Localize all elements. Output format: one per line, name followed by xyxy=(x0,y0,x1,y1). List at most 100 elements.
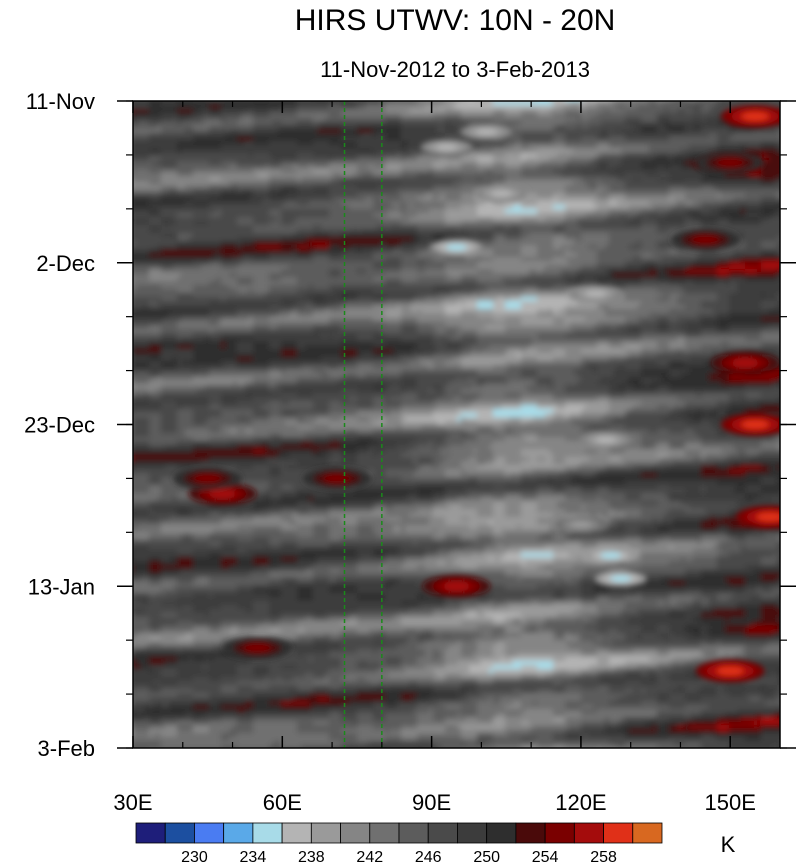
field-cell xyxy=(197,209,202,214)
field-cell xyxy=(245,141,250,146)
field-cell xyxy=(749,141,754,146)
field-cell xyxy=(605,125,610,130)
field-cell xyxy=(269,145,274,150)
field-cell xyxy=(169,205,174,210)
field-cell xyxy=(373,145,378,150)
field-cell xyxy=(581,197,586,202)
field-cell xyxy=(197,149,202,154)
field-cell xyxy=(337,169,342,174)
field-cell xyxy=(617,105,622,110)
field-cell xyxy=(653,181,658,186)
field-cell xyxy=(533,161,538,166)
field-cell xyxy=(513,181,518,186)
field-cell xyxy=(641,109,646,114)
field-cell xyxy=(505,117,510,122)
field-cell xyxy=(765,145,770,150)
field-cell xyxy=(145,105,150,110)
field-cell xyxy=(593,125,598,130)
field-cell xyxy=(141,165,146,170)
field-cell xyxy=(145,209,150,214)
field-cell xyxy=(405,133,410,138)
field-cell xyxy=(209,217,214,222)
field-cell xyxy=(537,157,542,162)
field-cell xyxy=(321,121,326,126)
field-cell xyxy=(413,113,418,118)
field-cell xyxy=(165,181,170,186)
field-cell xyxy=(597,193,602,198)
field-cell xyxy=(145,117,150,122)
field-cell xyxy=(149,193,154,198)
field-cell xyxy=(597,121,602,126)
field-cell xyxy=(345,117,350,122)
field-cell xyxy=(605,181,610,186)
field-cell xyxy=(653,209,658,214)
field-cell xyxy=(145,189,150,194)
field-cell xyxy=(397,189,402,194)
field-cell xyxy=(453,165,458,170)
field-cell xyxy=(625,157,630,162)
field-cell xyxy=(537,189,542,194)
field-cell xyxy=(509,177,514,182)
field-cell xyxy=(661,193,666,198)
field-cell xyxy=(189,213,194,218)
field-cell xyxy=(561,141,566,146)
field-cell xyxy=(485,141,490,146)
field-cell xyxy=(305,165,310,170)
field-cell xyxy=(461,177,466,182)
field-cell xyxy=(733,197,738,202)
chart-subtitle: 11-Nov-2012 to 3-Feb-2013 xyxy=(320,57,590,82)
field-cell xyxy=(597,153,602,158)
field-cell xyxy=(545,193,550,198)
field-cell xyxy=(625,105,630,110)
field-cell xyxy=(437,133,442,138)
field-cell xyxy=(509,117,514,122)
field-cell xyxy=(197,189,202,194)
field-cell xyxy=(273,181,278,186)
field-cell xyxy=(353,217,358,222)
field-cell xyxy=(393,145,398,150)
field-cell xyxy=(249,169,254,174)
field-cell xyxy=(317,109,322,114)
field-cell xyxy=(753,137,758,142)
field-cell xyxy=(185,169,190,174)
field-cell xyxy=(637,149,642,154)
field-cell xyxy=(457,205,462,210)
field-cell xyxy=(657,173,662,178)
field-cell xyxy=(649,153,654,158)
field-cell xyxy=(625,133,630,138)
field-cell xyxy=(225,213,230,218)
field-cell xyxy=(701,205,706,210)
field-cell xyxy=(741,193,746,198)
field-cell xyxy=(161,189,166,194)
field-cell xyxy=(441,109,446,114)
field-cell xyxy=(349,173,354,178)
field-cell xyxy=(533,165,538,170)
field-cell xyxy=(229,193,234,198)
field-cell xyxy=(669,177,674,182)
field-cell xyxy=(157,149,162,154)
field-cell xyxy=(633,117,638,122)
field-cell xyxy=(217,121,222,126)
field-cell xyxy=(237,217,242,222)
field-cell xyxy=(305,141,310,146)
field-cell xyxy=(141,157,146,162)
field-cell xyxy=(401,109,406,114)
field-cell xyxy=(721,137,726,142)
field-cell xyxy=(409,121,414,126)
field-cell xyxy=(305,113,310,118)
field-cell xyxy=(697,137,702,142)
field-cell xyxy=(317,125,322,130)
field-cell xyxy=(293,137,298,142)
field-cell xyxy=(173,165,178,170)
field-cell xyxy=(285,109,290,114)
field-cell xyxy=(733,209,738,214)
field-cell xyxy=(249,141,254,146)
field-cell xyxy=(205,125,210,130)
field-cell xyxy=(309,201,314,206)
field-cell xyxy=(237,157,242,162)
field-cell xyxy=(405,189,410,194)
field-cell xyxy=(761,169,766,174)
field-cell xyxy=(481,213,486,218)
field-cell xyxy=(597,113,602,118)
field-cell xyxy=(589,161,594,166)
